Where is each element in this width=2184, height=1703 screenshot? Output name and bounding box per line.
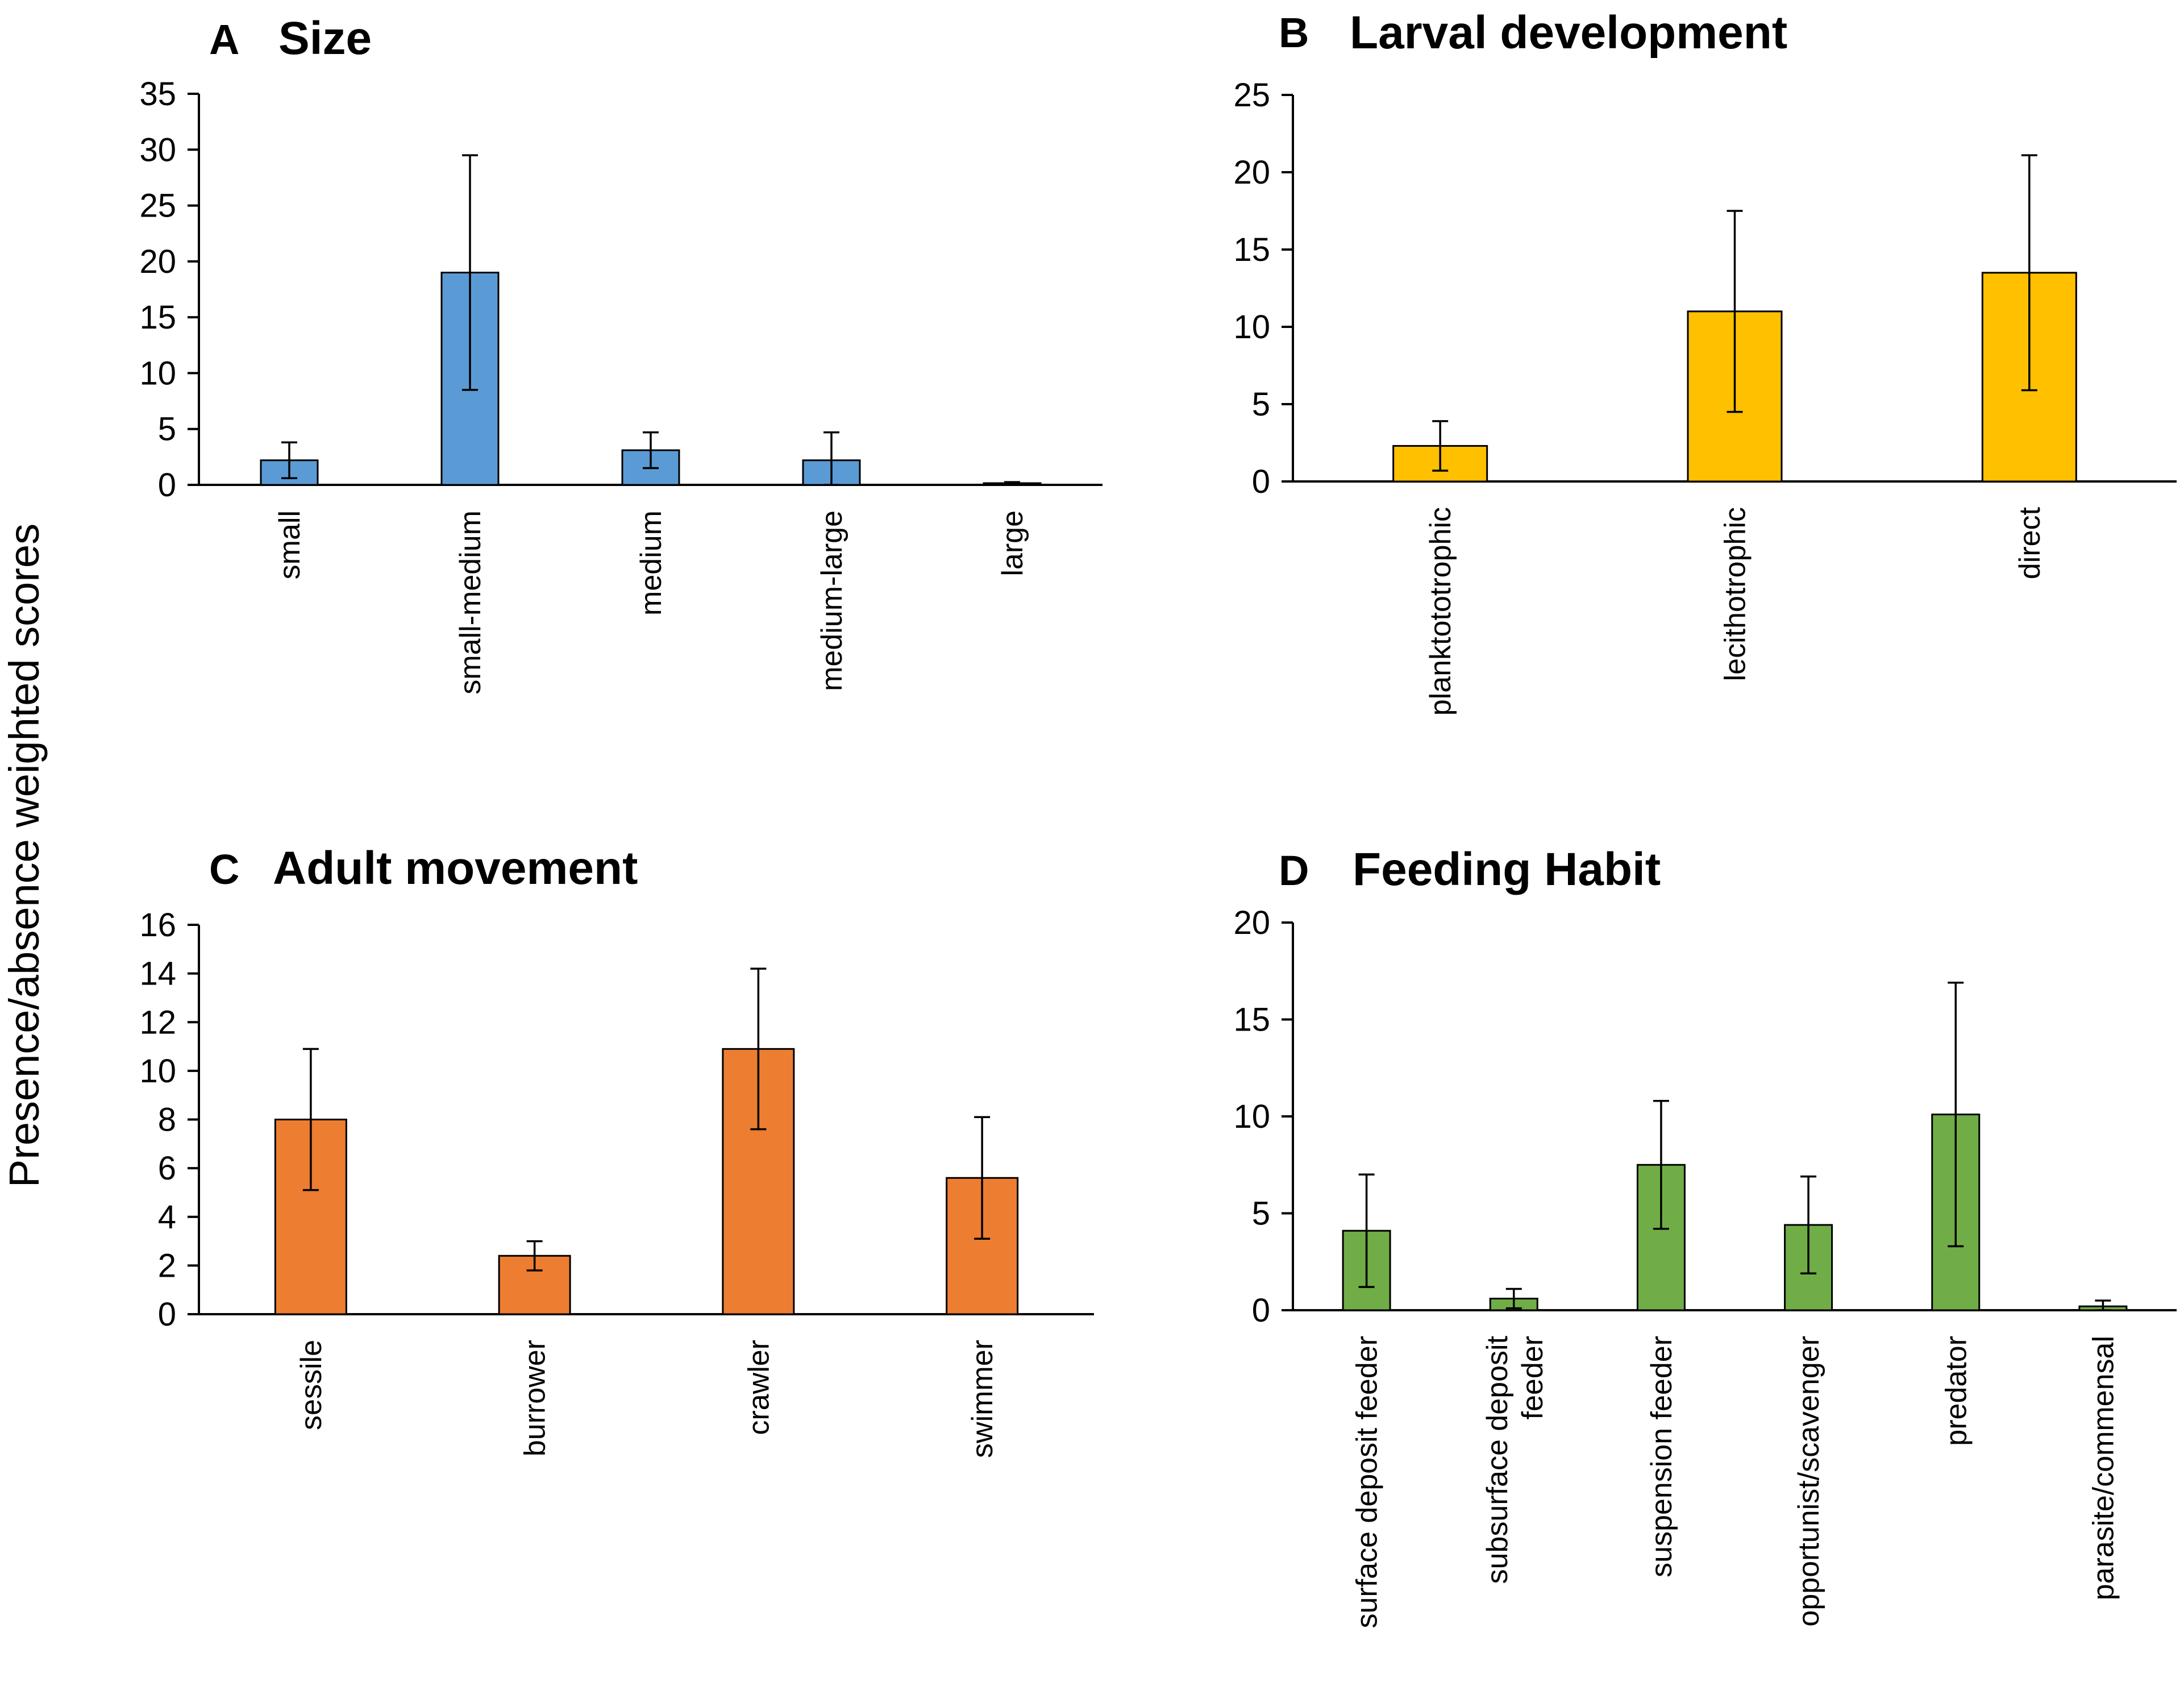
y-tick-label: 6	[158, 1150, 176, 1187]
y-tick-label: 10	[1233, 309, 1270, 346]
y-tick-label: 35	[139, 76, 176, 113]
panel-letter: C	[209, 846, 239, 893]
x-tick-label-large: large	[996, 510, 1029, 576]
panel-letter: A	[209, 16, 239, 63]
y-tick-label: 2	[158, 1247, 176, 1284]
x-tick-label-sessile: sessile	[295, 1340, 328, 1430]
y-tick-label: 20	[1233, 154, 1270, 191]
x-tick-label-burrower: burrower	[519, 1340, 552, 1456]
y-tick-label: 5	[1252, 1195, 1270, 1232]
x-tick-label-medium-large: medium-large	[816, 510, 848, 691]
y-tick-label: 12	[139, 1004, 176, 1041]
panel-letter: B	[1279, 9, 1309, 56]
y-tick-label: 10	[139, 355, 176, 392]
y-tick-label: 15	[1233, 231, 1270, 268]
y-tick-label: 5	[1252, 386, 1270, 423]
y-tick-label: 15	[139, 299, 176, 336]
panel-b-larval-development: B Larval development 0 5 10 15 20 25 planktototr…	[1233, 7, 2177, 716]
x-tick-label-crawler: crawler	[742, 1340, 775, 1435]
x-tick-label-swimmer: swimmer	[966, 1340, 999, 1458]
x-tick-label-surface-deposit-feeder: surface deposit feeder	[1351, 1336, 1384, 1629]
panel-d-feeding-habit: D Feeding Habit 0 5 10 15 20 surface deposit fe…	[1233, 844, 2177, 1629]
x-tick-label-subsurface-deposit-feeder: subsurface depositfeeder	[1481, 1335, 1549, 1584]
x-tick-label-parasite-commensal: parasite/commensal	[2087, 1336, 2120, 1600]
y-tick-label: 5	[158, 411, 176, 448]
panel-c-adult-movement: C Adult movement 0 2 4 6 8 10 12 14 16 sessile burro…	[139, 842, 1094, 1458]
y-tick-label: 15	[1233, 1002, 1270, 1039]
panel-title: Size	[278, 13, 372, 64]
y-tick-label: 25	[1233, 77, 1270, 114]
x-tick-label-direct: direct	[2014, 506, 2046, 579]
y-tick-label: 16	[139, 907, 176, 944]
y-axis-label: Presence/absence weighted scores	[1, 524, 48, 1187]
y-tick-label: 10	[1233, 1098, 1270, 1135]
x-tick-label-small-medium: small-medium	[454, 510, 487, 695]
panel-title: Feeding Habit	[1353, 844, 1661, 895]
y-tick-label: 10	[139, 1053, 176, 1090]
y-tick-label: 8	[158, 1102, 176, 1139]
panel-a-size: A Size 0 5 10 15 20 25 30 35 small small-medium medi…	[139, 13, 1103, 695]
y-tick-label: 4	[158, 1199, 176, 1236]
x-tick-label-predator: predator	[1940, 1336, 1973, 1446]
y-tick-label: 0	[1252, 1292, 1270, 1329]
x-tick-label-suspension-feeder: suspension feeder	[1645, 1336, 1678, 1577]
y-tick-label: 30	[139, 131, 176, 168]
y-tick-label: 20	[139, 243, 176, 280]
panel-title: Adult movement	[273, 842, 638, 894]
y-tick-label: 20	[1233, 904, 1270, 941]
y-tick-label: 14	[139, 956, 176, 992]
x-tick-label-planktototrophic: planktototrophic	[1424, 507, 1457, 716]
x-tick-label-opportunist-scavenger: opportunist/scavenger	[1792, 1336, 1825, 1627]
x-tick-label-lecithotrophic: lecithotrophic	[1719, 507, 1752, 681]
y-tick-label: 0	[158, 467, 176, 504]
y-tick-label: 25	[139, 188, 176, 225]
panel-letter: D	[1279, 847, 1309, 894]
y-tick-label: 0	[1252, 463, 1270, 500]
x-tick-label-small: small	[273, 510, 306, 579]
panel-title: Larval development	[1350, 7, 1787, 59]
x-tick-label-medium: medium	[635, 510, 668, 616]
y-tick-label: 0	[158, 1296, 176, 1333]
